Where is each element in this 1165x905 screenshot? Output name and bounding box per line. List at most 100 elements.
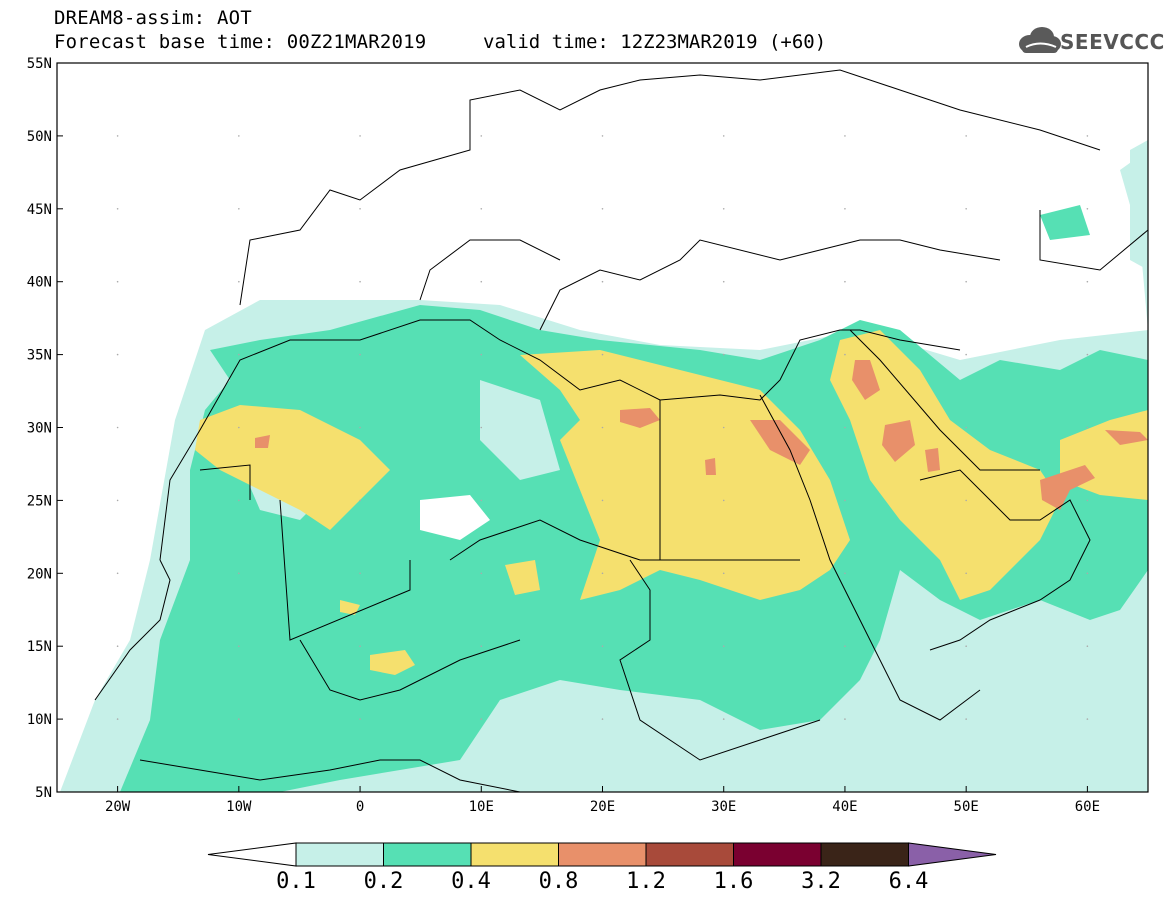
grid-dot <box>844 572 846 575</box>
colorbar-label: 0.4 <box>451 869 491 894</box>
colorbar-segment <box>645 842 734 867</box>
grid-dot <box>722 280 725 283</box>
coastlines <box>94 69 1148 792</box>
colorbar-segment <box>820 842 909 867</box>
grid-dot <box>965 353 967 356</box>
colorbar-segment <box>470 842 559 867</box>
grid-dot <box>965 718 967 720</box>
lat-tick-label: 5N <box>35 785 52 801</box>
grid-dot <box>722 718 725 720</box>
grid-dot <box>722 135 725 137</box>
colorbar-label: 0.1 <box>276 869 316 894</box>
grid-dot <box>722 353 725 356</box>
colorbar-over-triangle <box>908 842 997 867</box>
grid-dot <box>601 718 604 720</box>
grid-dot <box>238 499 240 502</box>
grid-dot <box>601 353 604 356</box>
grid-dot <box>1086 645 1089 647</box>
grid-dot <box>359 135 361 137</box>
grid-dot <box>480 718 483 720</box>
grid-dot <box>601 426 604 429</box>
grid-dot <box>1086 208 1089 210</box>
lat-tick-label: 15N <box>27 639 52 655</box>
lon-tick-label: 10W <box>226 799 252 815</box>
grid-dot <box>480 572 483 575</box>
grid-dot <box>116 499 119 502</box>
grid-dot <box>844 645 846 647</box>
grid-dot <box>480 645 483 647</box>
grid-dot <box>116 572 119 575</box>
lon-tick-label: 10E <box>469 799 494 815</box>
cloud-icon <box>1019 27 1061 53</box>
grid-dot <box>116 426 119 429</box>
grid-dot <box>965 499 967 502</box>
grid-dot <box>116 718 119 720</box>
lon-tick-label: 30E <box>711 799 736 815</box>
aot-shading <box>60 140 1148 792</box>
grid-dot <box>116 353 119 356</box>
colorbar-label: 0.8 <box>538 869 579 894</box>
grid-dot <box>1086 426 1089 429</box>
colorbar-label: 1.2 <box>626 869 666 894</box>
grid-dot <box>359 645 361 647</box>
grid-dot <box>238 280 240 283</box>
grid-dot <box>844 426 846 429</box>
colorbar-label: 1.6 <box>713 869 754 894</box>
grid-dot <box>601 135 604 137</box>
valid-time: valid time: 12Z23MAR2019 (+60) <box>483 31 827 53</box>
grid-dot <box>480 426 483 429</box>
grid-dot <box>965 208 967 210</box>
colorbar-segment <box>733 842 822 867</box>
grid-dot <box>238 135 240 137</box>
grid-dot <box>480 135 483 137</box>
grid-dot <box>116 208 119 210</box>
longitude-axis: 20W 10W 0 10E 20E 30E 40E 50E 60E <box>105 786 1100 815</box>
grid-dot <box>844 135 846 137</box>
colorbar-label: 6.4 <box>888 869 929 894</box>
map-title: DREAM8-assim: AOT <box>54 7 252 29</box>
grid-dot <box>238 353 240 356</box>
grid-dot <box>844 353 846 356</box>
grid-dot <box>965 426 967 429</box>
grid-dot <box>844 208 846 210</box>
lon-tick-label: 20E <box>590 799 615 815</box>
logo-text: SEEVCCC <box>1060 30 1165 54</box>
grid-dot <box>116 280 119 283</box>
grid-dot <box>601 499 604 502</box>
lon-tick-label: 20W <box>105 799 131 815</box>
grid-dot <box>722 645 725 647</box>
grid-dot <box>359 353 361 356</box>
grid-dot <box>238 208 240 210</box>
grid-dot <box>116 135 119 137</box>
grid-dot <box>601 208 604 210</box>
lat-tick-label: 45N <box>27 202 52 218</box>
grid-dot <box>844 718 846 720</box>
grid-dot <box>601 572 604 575</box>
grid-dot <box>844 499 846 502</box>
colorbar-segment <box>383 842 472 867</box>
latitude-axis: 55N 50N 45N 40N 35N 30N 25N 20N 15N 10N 5N <box>27 56 63 801</box>
grid-dot <box>1086 499 1089 502</box>
grid-dot <box>722 499 725 502</box>
lat-tick-label: 55N <box>27 56 52 72</box>
grid-dot <box>1086 353 1089 356</box>
grid-dot <box>601 280 604 283</box>
grid-dot <box>359 572 361 575</box>
grid-dot <box>238 645 240 647</box>
grid-dot <box>965 572 967 575</box>
lat-tick-label: 35N <box>27 348 52 364</box>
seevccc-logo <box>1019 27 1061 53</box>
grid-dot <box>359 718 361 720</box>
grid-dot <box>965 280 967 283</box>
lat-tick-label: 50N <box>27 129 52 145</box>
grid-dot <box>1086 572 1089 575</box>
colorbar-segment <box>558 842 647 867</box>
grid-dot <box>480 208 483 210</box>
grid-dot <box>359 426 361 429</box>
grid-dot <box>965 645 967 647</box>
grid-dot <box>359 499 361 502</box>
grid-dot <box>844 280 846 283</box>
grid-dot <box>722 208 725 210</box>
